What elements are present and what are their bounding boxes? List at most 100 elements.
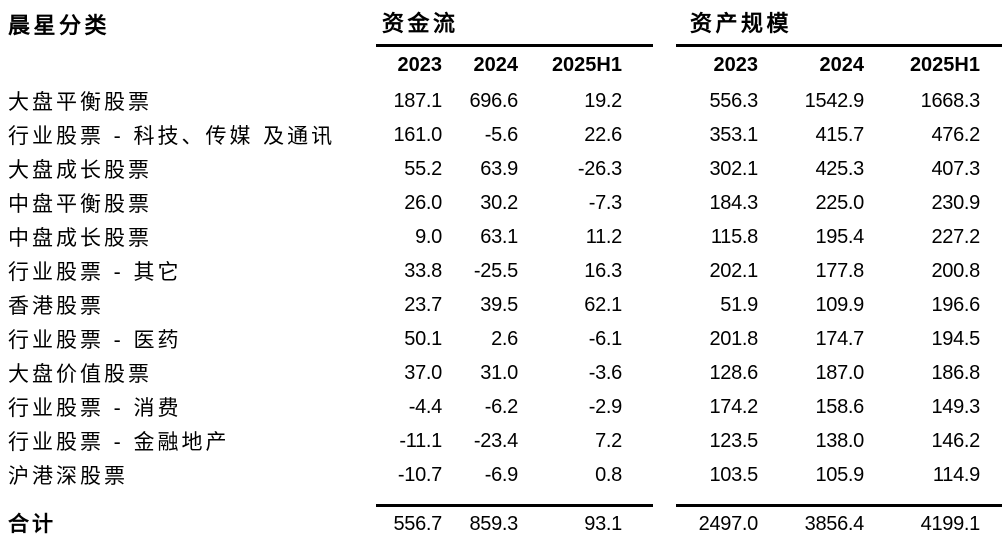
table-row: 香港股票 23.7 39.5 62.1 51.9 109.9 196.6 <box>0 288 1006 322</box>
flow-value-2025h1: 11.2 <box>585 225 623 248</box>
total-asset-value-2024: 3856.4 <box>758 504 864 541</box>
flow-value-2024: 31.0 <box>480 361 518 384</box>
flow-value-2023: -10.7 <box>397 463 442 486</box>
flow-value-2025h1: 0.8 <box>595 463 622 486</box>
flow-value-2025h1: -26.3 <box>577 157 622 180</box>
asset-value-2023: 115.8 <box>710 225 758 248</box>
table-row: 沪港深股票 -10.7 -6.9 0.8 103.5 105.9 114.9 <box>0 458 1006 492</box>
flow-value-2023: -11.1 <box>399 429 442 452</box>
flow-value-2023: 55.2 <box>404 157 442 180</box>
asset-value-2025h1: 186.8 <box>931 361 980 384</box>
flow-value-2024: 63.9 <box>480 157 518 180</box>
group-header-row: 晨星分类 资金流 资产规模 <box>0 0 1006 47</box>
asset-value-2025h1: 200.8 <box>931 259 980 282</box>
total-label: 合计 <box>8 510 56 536</box>
asset-separator-pad <box>980 504 1002 541</box>
asset-value-2024: 195.4 <box>815 225 864 248</box>
asset-value-2024: 138.0 <box>815 429 864 452</box>
asset-value-2025h1: 114.9 <box>932 463 980 486</box>
table-row: 行业股票 - 金融地产 -11.1 -23.4 7.2 123.5 138.0 … <box>0 424 1006 458</box>
asset-year-header-2025h1: 2025H1 <box>909 54 980 76</box>
flow-value-2024: -25.5 <box>473 259 518 282</box>
flow-value-2024: -6.9 <box>484 463 519 486</box>
asset-value-2023: 103.5 <box>709 463 758 486</box>
flow-value-2024: 39.5 <box>480 293 518 316</box>
asset-value-2023: 556.3 <box>709 89 758 112</box>
flow-value-2024: 696.6 <box>469 89 518 112</box>
category-label: 中盘平衡股票 <box>8 192 152 216</box>
table-row: 行业股票 - 消费 -4.4 -6.2 -2.9 174.2 158.6 149… <box>0 390 1006 424</box>
category-label: 行业股票 - 金融地产 <box>8 430 230 454</box>
flow-year-header-2023: 2023 <box>397 54 443 76</box>
total-flow-value-2025h1: 93.1 <box>518 504 622 541</box>
category-label: 沪港深股票 <box>8 464 128 488</box>
asset-value-2025h1: 230.9 <box>931 191 980 214</box>
category-label: 中盘成长股票 <box>8 226 152 250</box>
asset-value-2025h1: 227.2 <box>931 225 980 248</box>
asset-value-2024: 1542.9 <box>804 89 865 112</box>
flow-value-2023: 50.1 <box>404 327 442 350</box>
asset-value-2025h1: 149.3 <box>931 395 980 418</box>
asset-value-2023: 123.5 <box>709 429 758 452</box>
flow-year-header-2024: 2024 <box>473 54 519 76</box>
asset-value-2024: 174.7 <box>815 327 864 350</box>
total-asset-value-2023: 2497.0 <box>676 504 758 541</box>
category-label: 行业股票 - 其它 <box>8 260 182 284</box>
table-row: 中盘平衡股票 26.0 30.2 -7.3 184.3 225.0 230.9 <box>0 186 1006 220</box>
asset-year-header-2024: 2024 <box>819 54 865 76</box>
table-row: 大盘价值股票 37.0 31.0 -3.6 128.6 187.0 186.8 <box>0 356 1006 390</box>
asset-value-2023: 128.6 <box>709 361 758 384</box>
asset-value-2024: 105.9 <box>815 463 864 486</box>
flow-value-2023: 37.0 <box>404 361 442 384</box>
category-label: 大盘平衡股票 <box>8 90 152 114</box>
asset-value-2023: 353.1 <box>709 123 758 146</box>
table-row: 大盘平衡股票 187.1 696.6 19.2 556.3 1542.9 166… <box>0 84 1006 118</box>
table-row: 行业股票 - 其它 33.8 -25.5 16.3 202.1 177.8 20… <box>0 254 1006 288</box>
table-row: 行业股票 - 医药 50.1 2.6 -6.1 201.8 174.7 194.… <box>0 322 1006 356</box>
asset-value-2025h1: 407.3 <box>931 157 980 180</box>
category-label: 行业股票 - 科技、传媒 及通讯 <box>8 124 336 148</box>
table-row: 大盘成长股票 55.2 63.9 -26.3 302.1 425.3 407.3 <box>0 152 1006 186</box>
flow-value-2024: -5.6 <box>484 123 519 146</box>
category-label: 香港股票 <box>8 294 104 318</box>
total-flow-value-2024: 859.3 <box>442 504 518 541</box>
flow-value-2025h1: 62.1 <box>584 293 622 316</box>
flow-value-2025h1: -6.1 <box>588 327 623 350</box>
category-label: 大盘价值股票 <box>8 362 152 386</box>
asset-value-2023: 174.2 <box>709 395 758 418</box>
flow-value-2024: -23.4 <box>473 429 518 452</box>
category-label: 行业股票 - 医药 <box>8 328 182 352</box>
flow-value-2025h1: -7.3 <box>588 191 623 214</box>
asset-value-2023: 302.1 <box>709 157 758 180</box>
flow-value-2025h1: 22.6 <box>584 123 622 146</box>
asset-value-2024: 225.0 <box>815 191 864 214</box>
total-asset-value-2025h1: 4199.1 <box>864 504 980 541</box>
flow-value-2024: 30.2 <box>480 191 518 214</box>
flow-value-2023: 23.7 <box>404 293 442 316</box>
category-label: 行业股票 - 消费 <box>8 396 182 420</box>
asset-value-2024: 415.7 <box>815 123 864 146</box>
asset-value-2023: 202.1 <box>709 259 758 282</box>
asset-value-2024: 187.0 <box>815 361 864 384</box>
category-label: 大盘成长股票 <box>8 158 152 182</box>
asset-value-2025h1: 194.5 <box>931 327 980 350</box>
flow-value-2025h1: 19.2 <box>584 89 622 112</box>
flow-value-2023: 33.8 <box>404 259 442 282</box>
asset-value-2025h1: 146.2 <box>931 429 980 452</box>
flow-value-2025h1: -2.9 <box>588 395 623 418</box>
flow-value-2025h1: 16.3 <box>584 259 622 282</box>
asset-value-2025h1: 196.6 <box>931 293 980 316</box>
flow-value-2023: 187.1 <box>393 89 442 112</box>
flow-value-2025h1: -3.6 <box>588 361 623 384</box>
asset-value-2023: 51.9 <box>720 293 758 316</box>
asset-year-header-2023: 2023 <box>713 54 759 76</box>
total-row: 合计 556.7 859.3 93.1 2497.0 3856.4 4199.1 <box>0 504 1006 541</box>
asset-value-2025h1: 476.2 <box>931 123 980 146</box>
asset-value-2024: 109.9 <box>815 293 864 316</box>
flow-separator-pad <box>622 504 653 541</box>
asset-value-2024: 158.6 <box>815 395 864 418</box>
asset-value-2024: 425.3 <box>815 157 864 180</box>
flow-value-2024: 63.1 <box>480 225 518 248</box>
year-header-row: 2023 2024 2025H1 2023 2024 2025H1 <box>0 47 1006 84</box>
